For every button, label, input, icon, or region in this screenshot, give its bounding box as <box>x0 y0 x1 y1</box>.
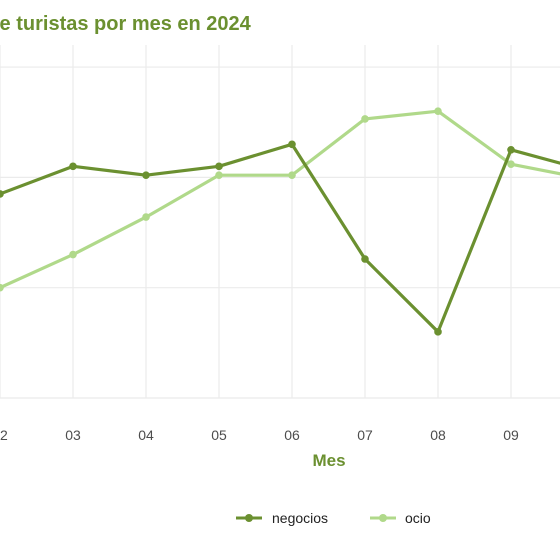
x-axis-title: Mes <box>312 451 345 470</box>
x-tick-label: 07 <box>357 427 373 443</box>
data-point-negocios <box>434 328 442 336</box>
data-point-ocio <box>288 171 296 179</box>
legend-item-negocios: negocios <box>236 510 328 526</box>
data-point-negocios <box>69 162 77 171</box>
data-point-negocios <box>215 162 223 171</box>
data-point-negocios <box>142 171 150 179</box>
x-tick-label: 08 <box>430 427 446 443</box>
series-line-negocios <box>0 142 560 334</box>
data-point-ocio <box>507 160 515 168</box>
x-axis-ticks: 020304050607080910 <box>0 427 519 443</box>
data-point-ocio <box>434 107 442 115</box>
x-tick-label: 09 <box>503 427 519 443</box>
x-tick-label: 02 <box>0 427 8 443</box>
legend-label-ocio: ocio <box>405 510 431 526</box>
data-point-negocios <box>361 255 369 263</box>
x-tick-label: 06 <box>284 427 300 443</box>
legend-marker-negocios <box>245 514 253 522</box>
x-tick-label: 03 <box>65 427 81 443</box>
data-point-ocio <box>142 213 150 221</box>
series-line-ocio <box>0 109 560 290</box>
legend-label-negocios: negocios <box>272 510 328 526</box>
data-point-ocio <box>0 283 4 292</box>
series-layer <box>0 107 560 336</box>
grid <box>0 45 560 399</box>
legend: negocios ocio <box>236 510 431 526</box>
data-point-ocio <box>69 250 77 259</box>
data-point-ocio <box>215 171 223 179</box>
data-point-negocios <box>507 145 515 154</box>
data-point-negocios <box>0 190 4 198</box>
legend-marker-ocio <box>379 514 387 522</box>
x-tick-label: 04 <box>138 427 154 443</box>
x-tick-label: 05 <box>211 427 227 443</box>
legend-item-ocio: ocio <box>370 510 431 526</box>
chart-title: le turistas por mes en 2024 <box>0 13 252 35</box>
data-point-ocio <box>361 115 369 123</box>
data-point-negocios <box>288 140 296 149</box>
